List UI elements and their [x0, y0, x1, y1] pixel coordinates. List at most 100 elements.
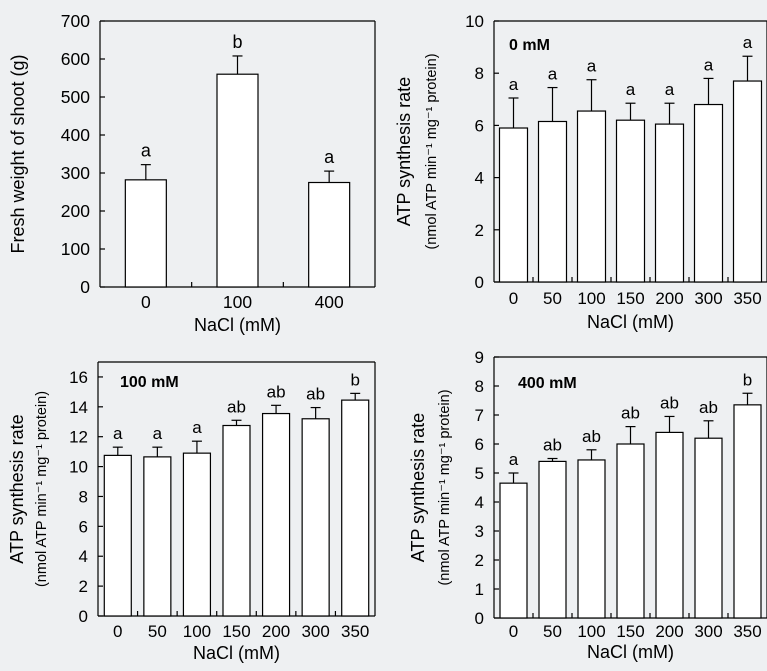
y-tick-label: 0: [475, 273, 484, 292]
bar: [124, 179, 167, 288]
y-tick-label: 4: [475, 169, 484, 188]
bar: [216, 73, 259, 288]
chart-panel-0mM: 0 2 4 6 8 10 a 0 a 50 a 100 a 150 a 200 a 300 a 350 NaCl (mM…: [394, 12, 767, 332]
bar: [261, 412, 291, 617]
panel-label: 400 mM: [518, 375, 577, 392]
y-tick-label: 12: [69, 428, 88, 447]
x-tick-label: 200: [655, 622, 683, 641]
y-tick-label: 6: [475, 435, 484, 454]
y-tick-label: 3: [475, 522, 484, 541]
significance-letter: a: [324, 147, 335, 167]
chart-panel-100mM: 0 2 4 6 8 10 12 14 16 a 0 a 50 a 100 ab 150 ab 200 ab 300 b 35…: [7, 361, 376, 663]
y-tick-label: 2: [79, 577, 88, 596]
significance-letter: b: [350, 370, 359, 389]
x-tick-label: 100: [577, 622, 605, 641]
y-tick-label: 2: [475, 551, 484, 570]
x-tick-label: 350: [733, 289, 761, 308]
x-tick-label: 300: [694, 622, 722, 641]
bar: [694, 437, 723, 619]
significance-letter: a: [626, 80, 636, 99]
x-tick-label: 350: [733, 622, 761, 641]
bar: [182, 452, 212, 617]
x-tick-label: 50: [543, 622, 562, 641]
x-tick-label: 50: [543, 289, 562, 308]
bar: [655, 431, 684, 619]
x-axis-label: NaCl (mM): [587, 642, 674, 662]
significance-letter: a: [113, 424, 123, 443]
y-axis-label: ATP synthesis rate: [408, 413, 428, 562]
significance-letter: ab: [621, 404, 640, 423]
significance-letter: a: [192, 418, 202, 437]
y-axis-sublabel: (nmol ATP min⁻¹ mg⁻¹ protein): [424, 53, 440, 249]
y-tick-label: 0: [80, 277, 90, 297]
y-tick-label: 6: [475, 116, 484, 135]
y-tick-label: 8: [79, 487, 88, 506]
significance-letter: a: [743, 33, 753, 52]
x-tick-label: 0: [141, 292, 151, 312]
panel-label: 0 mM: [509, 37, 550, 54]
y-axis-sublabel: (nmol ATP min⁻¹ mg⁻¹ protein): [34, 391, 50, 587]
x-tick-label: 0: [113, 622, 122, 641]
y-tick-label: 9: [475, 348, 484, 367]
bar: [616, 443, 645, 619]
significance-letter: a: [509, 75, 519, 94]
x-tick-label: 200: [655, 289, 683, 308]
x-tick-label: 150: [616, 289, 644, 308]
x-tick-label: 100: [223, 292, 252, 312]
bar: [301, 418, 330, 617]
y-tick-label: 300: [61, 163, 90, 183]
significance-letter: a: [153, 424, 163, 443]
x-tick-label: 300: [694, 289, 722, 308]
bar: [576, 110, 607, 283]
y-tick-label: 14: [69, 398, 88, 417]
y-tick-label: 6: [79, 517, 88, 536]
panel-label: 100 mM: [120, 374, 179, 391]
bar: [577, 459, 606, 619]
bar: [103, 454, 132, 617]
x-axis-label: NaCl (mM): [587, 312, 674, 332]
bar: [733, 404, 762, 619]
x-tick-label: 100: [183, 622, 211, 641]
x-tick-label: 200: [262, 622, 290, 641]
bar: [654, 123, 685, 283]
bar: [499, 482, 528, 619]
bar: [308, 181, 351, 288]
x-axis-label: NaCl (mM): [193, 643, 280, 663]
x-axis-label: NaCl (mM): [194, 315, 281, 335]
x-tick-label: 0: [509, 289, 518, 308]
y-tick-label: 16: [69, 368, 88, 387]
significance-letter: ab: [543, 436, 562, 455]
y-tick-label: 100: [61, 239, 90, 259]
y-tick-label: 700: [61, 11, 90, 31]
bar: [222, 424, 251, 617]
y-tick-label: 0: [79, 607, 88, 626]
significance-letter: ab: [306, 385, 325, 404]
significance-letter: a: [141, 141, 152, 161]
bar: [341, 399, 370, 617]
y-tick-label: 10: [465, 12, 484, 31]
bar: [615, 119, 646, 283]
significance-letter: a: [665, 80, 675, 99]
bar: [538, 460, 567, 619]
y-tick-label: 200: [61, 201, 90, 221]
bar: [143, 456, 172, 617]
bar: [693, 103, 724, 283]
y-tick-label: 4: [475, 493, 484, 512]
significance-letter: b: [232, 32, 242, 52]
x-tick-label: 400: [315, 292, 344, 312]
significance-letter: a: [548, 65, 558, 84]
significance-letter: ab: [582, 427, 601, 446]
x-tick-label: 300: [301, 622, 329, 641]
y-tick-label: 0: [475, 609, 484, 628]
significance-letter: ab: [660, 393, 679, 412]
significance-letter: a: [509, 450, 519, 469]
bar: [537, 120, 568, 283]
y-axis-label: ATP synthesis rate: [394, 77, 414, 226]
y-tick-label: 600: [61, 49, 90, 69]
bar: [498, 127, 529, 283]
chart-panel-fresh-weight: 0 100 200 300 400 500 600 700 a 0 b 100 a 400 NaCl (mM…: [8, 11, 376, 335]
y-tick-label: 10: [69, 458, 88, 477]
x-tick-label: 0: [509, 622, 518, 641]
